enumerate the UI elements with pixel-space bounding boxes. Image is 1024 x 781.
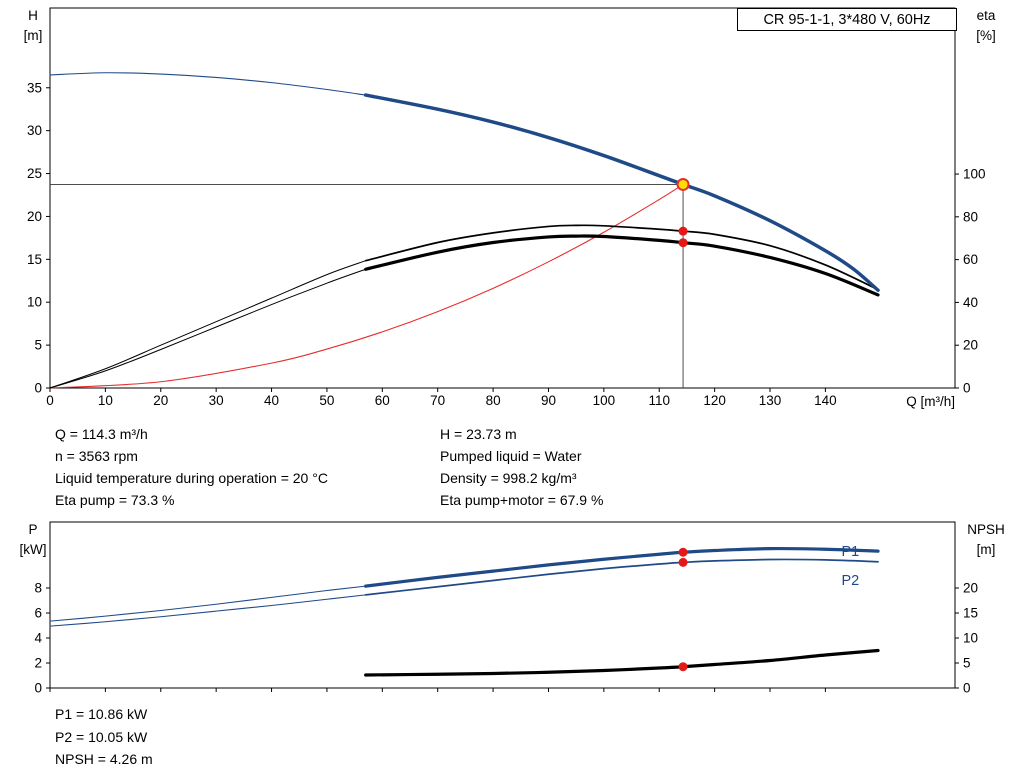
y-right-tick-label: 60 bbox=[963, 252, 978, 267]
duty-point bbox=[676, 177, 690, 191]
power-info: P1 = 10.86 kW P2 = 10.05 kW NPSH = 4.26 … bbox=[55, 703, 153, 771]
y-left-axis-title: [m] bbox=[24, 28, 43, 43]
y-right-tick-label: 5 bbox=[963, 656, 971, 671]
x-tick-label: 120 bbox=[703, 393, 726, 408]
y-right-axis-title: [m] bbox=[977, 542, 996, 557]
npsh-point bbox=[678, 662, 688, 672]
y-right-tick-label: 0 bbox=[963, 381, 971, 396]
x-tick-label: 140 bbox=[814, 393, 837, 408]
power-npsh-chart: 0 2 4 6 8 0 5 10 15 20 P [kW] NPSH [m] P1 P2 bbox=[20, 521, 1005, 696]
pump-model-label: CR 95-1-1, 3*480 V, 60Hz bbox=[763, 11, 931, 28]
y-left-tick-label: 25 bbox=[27, 166, 42, 181]
y-right-tick-label: 40 bbox=[963, 295, 978, 310]
y-right-tick-label: 100 bbox=[963, 167, 986, 182]
info-p2: P2 = 10.05 kW bbox=[55, 728, 148, 745]
p2-power-curve bbox=[364, 558, 879, 596]
p1-point bbox=[678, 547, 688, 557]
x-axis-title: Q [m³/h] bbox=[906, 394, 955, 409]
y-left-tick-label: 4 bbox=[34, 631, 42, 646]
info-flow: Q = 114.3 m³/h bbox=[55, 426, 148, 442]
plot-frame bbox=[49, 521, 956, 689]
y-right-tick-label: 20 bbox=[963, 581, 978, 596]
eta-pump-motor-point bbox=[678, 238, 688, 248]
x-tick-label: 60 bbox=[375, 393, 390, 408]
curve-label-p2: P2 bbox=[841, 573, 859, 589]
curve-label-p1: P1 bbox=[841, 544, 859, 560]
info-npsh: NPSH = 4.26 m bbox=[55, 751, 153, 767]
info-liquid-temperature: Liquid temperature during operation = 20… bbox=[55, 470, 328, 486]
y-right-tick-label: 80 bbox=[963, 209, 978, 224]
info-p1: P1 = 10.86 kW bbox=[55, 706, 148, 722]
plot-frame bbox=[49, 7, 956, 389]
x-tick-label: 0 bbox=[46, 393, 54, 408]
duty-info-left: Q = 114.3 m³/h n = 3563 rpm Liquid tempe… bbox=[55, 423, 328, 511]
y-right-axis-title: NPSH bbox=[967, 522, 1005, 537]
y-left-tick-label: 2 bbox=[34, 656, 42, 671]
y-left-tick-label: 0 bbox=[34, 681, 42, 696]
npsh-curve bbox=[364, 648, 880, 677]
y-left-tick-label: 5 bbox=[34, 338, 42, 353]
y-left-tick-label: 30 bbox=[27, 123, 42, 138]
pump-head-curve bbox=[363, 93, 880, 292]
eta-pump-motor-curve-thin bbox=[49, 268, 367, 389]
p1-power-curve bbox=[364, 546, 880, 588]
x-tick-label: 40 bbox=[264, 393, 279, 408]
x-tick-label: 80 bbox=[486, 393, 501, 408]
y-left-tick-label: 35 bbox=[27, 80, 42, 95]
info-eta-pump: Eta pump = 73.3 % bbox=[55, 492, 175, 508]
x-tick-label: 50 bbox=[319, 393, 334, 408]
eta-pump-point bbox=[678, 226, 688, 236]
x-tick-label: 110 bbox=[648, 393, 670, 408]
y-left-axis-title: H bbox=[28, 8, 38, 23]
y-left-tick-label: 0 bbox=[34, 381, 42, 396]
y-right-tick-label: 15 bbox=[963, 606, 978, 621]
y-right-axis-title: [%] bbox=[976, 28, 996, 43]
info-speed: n = 3563 rpm bbox=[55, 448, 138, 464]
y-left-tick-label: 15 bbox=[27, 252, 42, 267]
p2-point bbox=[678, 557, 688, 567]
duty-info-right: H = 23.73 m Pumped liquid = Water Densit… bbox=[440, 423, 603, 511]
y-left-tick-label: 20 bbox=[27, 209, 42, 224]
y-left-axis-title: P bbox=[28, 522, 37, 537]
x-tick-label: 30 bbox=[209, 393, 224, 408]
qh-chart: 0 10 20 30 40 50 60 70 80 90 100 110 120 130 140 Q [m³/… bbox=[24, 7, 996, 409]
p1-power-curve-thin bbox=[49, 585, 367, 622]
x-tick-label: 70 bbox=[430, 393, 445, 408]
info-density: Density = 998.2 kg/m³ bbox=[440, 470, 577, 486]
info-eta-pump-motor: Eta pump+motor = 67.9 % bbox=[440, 492, 604, 508]
info-head: H = 23.73 m bbox=[440, 426, 517, 442]
x-tick-label: 100 bbox=[593, 393, 616, 408]
p2-power-curve-thin bbox=[49, 594, 367, 627]
x-tick-label: 90 bbox=[541, 393, 556, 408]
y-right-tick-label: 20 bbox=[963, 338, 978, 353]
x-tick-label: 10 bbox=[98, 393, 113, 408]
y-left-tick-label: 8 bbox=[34, 581, 42, 596]
pump-head-curve-thin bbox=[49, 72, 367, 96]
eta-pump-curve bbox=[364, 224, 879, 291]
eta-pump-curve-thin bbox=[49, 260, 367, 389]
system-curve-curve-thin bbox=[49, 183, 684, 389]
pump-model-box: CR 95-1-1, 3*480 V, 60Hz bbox=[737, 8, 957, 31]
y-right-tick-label: 0 bbox=[963, 681, 971, 696]
eta-pump-motor-curve bbox=[364, 234, 880, 297]
y-left-tick-label: 10 bbox=[27, 295, 42, 310]
y-left-tick-label: 6 bbox=[34, 606, 42, 621]
y-right-tick-label: 10 bbox=[963, 631, 978, 646]
x-tick-label: 20 bbox=[153, 393, 168, 408]
info-pumped-liquid: Pumped liquid = Water bbox=[440, 448, 582, 464]
y-right-axis-title: eta bbox=[977, 8, 996, 23]
y-left-axis-title: [kW] bbox=[20, 542, 47, 557]
x-tick-label: 130 bbox=[759, 393, 782, 408]
